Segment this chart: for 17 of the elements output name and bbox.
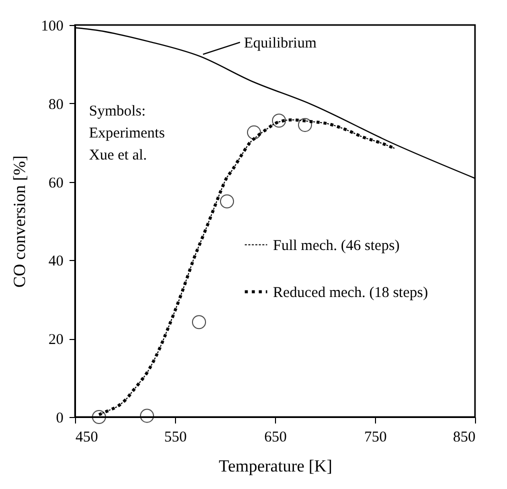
legend-label: Reduced mech. (18 steps) (273, 284, 428, 301)
y-tick-label: 60 (48, 175, 64, 192)
legend-label: Full mech. (46 steps) (273, 238, 400, 254)
y-tick-label: 20 (48, 332, 64, 348)
annotation: Equilibrium (244, 35, 317, 52)
x-tick-label: 850 (453, 430, 476, 446)
x-tick-label: 650 (264, 430, 287, 446)
annotation: Symbols: Experiments Xue et al. (89, 103, 165, 164)
x-tick-label: 450 (76, 430, 98, 446)
y-tick-label: 100 (41, 18, 64, 34)
x-axis-title: Temperature [K] (218, 456, 332, 476)
x-tick-label: 750 (364, 430, 387, 446)
x-tick-label: 550 (164, 430, 187, 446)
y-axis-title: CO conversion [%] (10, 155, 29, 288)
y-tick-label: 40 (48, 254, 64, 270)
y-tick-label: 80 (48, 96, 64, 113)
y-tick-label: 0 (56, 410, 64, 426)
